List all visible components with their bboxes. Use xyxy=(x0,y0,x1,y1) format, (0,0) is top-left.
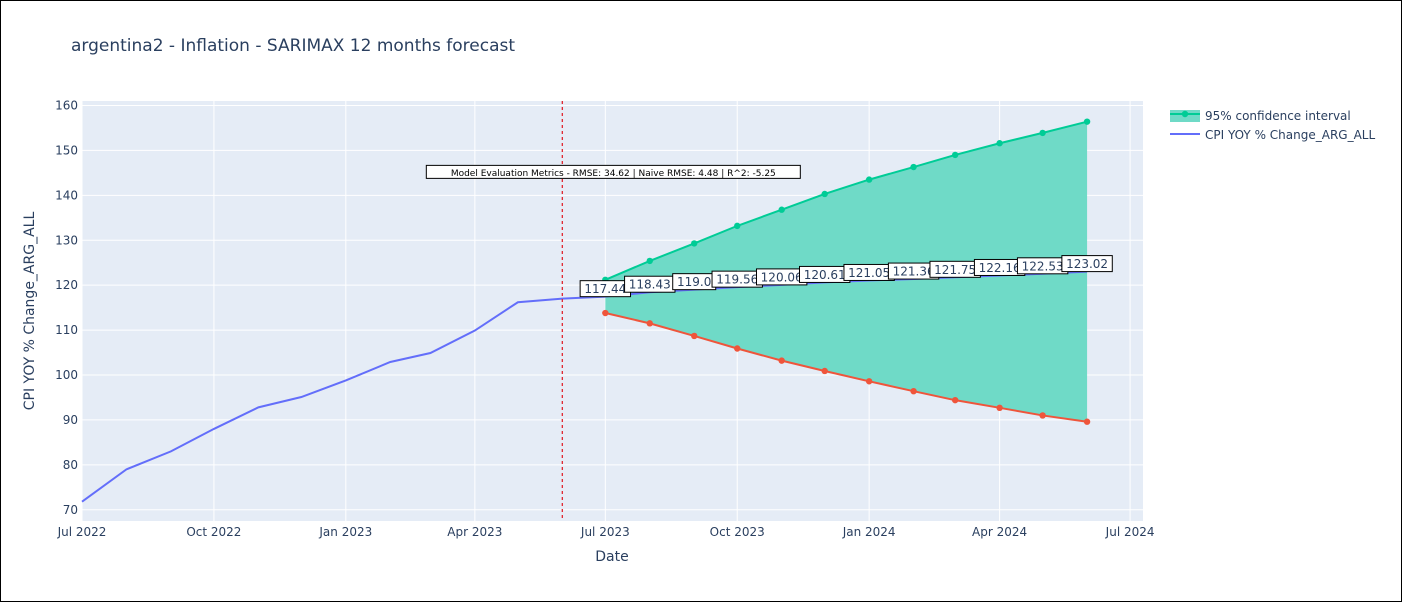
x-tick-label: Jan 2024 xyxy=(842,525,896,539)
upper-bound-point xyxy=(996,140,1003,147)
data-label: 121.36 xyxy=(893,265,935,279)
x-tick-label: Apr 2024 xyxy=(972,525,1027,539)
lower-bound-point xyxy=(691,332,698,340)
x-tick-label: Oct 2022 xyxy=(186,525,241,539)
x-tick-label: Apr 2023 xyxy=(447,525,502,539)
metrics-annotation: Model Evaluation Metrics - RMSE: 34.62 |… xyxy=(451,169,776,179)
upper-bound-point xyxy=(734,222,741,230)
data-label: 123.02 xyxy=(1066,257,1108,271)
y-axis-title: CPI YOY % Change_ARG_ALL xyxy=(22,212,38,411)
data-label: 122.16 xyxy=(979,261,1021,275)
data-label: 121.05 xyxy=(848,266,890,280)
lower-bound-point xyxy=(951,396,959,404)
lower-bound-point xyxy=(646,320,653,327)
y-tick-label: 110 xyxy=(55,323,78,337)
upper-bound-point xyxy=(821,190,828,198)
y-tick-label: 150 xyxy=(55,143,78,157)
lower-bound-point xyxy=(1083,418,1091,425)
lower-bound-point xyxy=(602,309,609,317)
x-tick-label: Jul 2022 xyxy=(57,525,107,539)
upper-bound-point xyxy=(1083,118,1091,125)
data-label: 119.0 xyxy=(677,275,711,289)
metrics-annotation-box xyxy=(425,164,801,179)
legend-label: 95% confidence interval xyxy=(1205,109,1351,123)
lower-bound-point xyxy=(734,345,741,352)
x-axis-title: Date xyxy=(595,549,628,565)
y-tick-label: 160 xyxy=(55,98,78,112)
x-tick-label: Oct 2023 xyxy=(710,525,765,539)
lower-bound-point xyxy=(865,378,873,385)
legend: 95% confidence interval CPI YOY % Change_… xyxy=(1170,109,1375,142)
upper-bound-point xyxy=(910,163,917,171)
lower-bound-point xyxy=(778,357,785,364)
y-tick-label: 140 xyxy=(55,188,78,202)
legend-label: CPI YOY % Change_ARG_ALL xyxy=(1205,128,1375,142)
upper-bound-point xyxy=(778,206,785,213)
data-label: 120.61 xyxy=(804,268,846,282)
x-tick-label: Jul 2023 xyxy=(580,525,630,539)
data-label: 119.56 xyxy=(716,273,758,287)
data-labels: Model Evaluation Metrics - RMSE: 34.62 |… xyxy=(425,164,1113,298)
data-label: 120.06 xyxy=(761,270,803,284)
y-tick-label: 70 xyxy=(63,503,78,517)
upper-bound-point xyxy=(691,240,698,247)
legend-swatch-marker xyxy=(1181,110,1189,118)
x-tick-label: Jul 2024 xyxy=(1105,525,1155,539)
data-label: 117.44 xyxy=(584,282,626,296)
lower-bound-line xyxy=(605,312,1088,423)
lower-bound-point xyxy=(996,404,1003,412)
data-label-box xyxy=(1061,255,1113,273)
lower-bound-point xyxy=(910,387,917,395)
data-label: 121.75 xyxy=(934,263,976,277)
lower-bound-point xyxy=(821,367,828,375)
y-tick-label: 100 xyxy=(55,368,78,382)
lower-bound-point xyxy=(1039,412,1046,419)
upper-bound-point xyxy=(951,151,959,159)
y-tick-label: 90 xyxy=(63,413,78,427)
upper-bound-point xyxy=(865,176,873,183)
data-label: 118.43 xyxy=(629,278,671,292)
data-label: 122.53 xyxy=(1022,259,1064,273)
y-tick-label: 130 xyxy=(55,233,78,247)
chart-title: argentina2 - Inflation - SARIMAX 12 mont… xyxy=(71,36,515,56)
axes: 70 80 90 100 110 120 130 140 150 160 Jul 2022 Oct 2… xyxy=(55,98,1154,539)
upper-bound-point xyxy=(1039,129,1046,137)
upper-bound-line xyxy=(604,120,1088,281)
y-tick-label: 120 xyxy=(55,278,78,292)
x-tick-label: Jan 2023 xyxy=(318,525,372,539)
upper-bound-point xyxy=(646,257,653,265)
y-tick-label: 80 xyxy=(63,458,78,472)
